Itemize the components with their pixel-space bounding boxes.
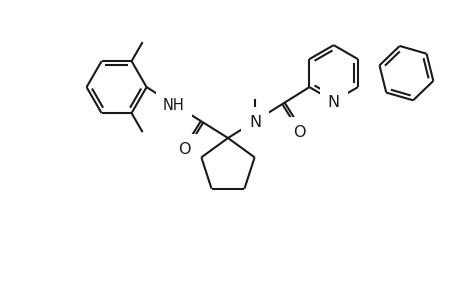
Text: O: O xyxy=(177,142,190,157)
Text: N: N xyxy=(248,115,261,130)
Text: NH: NH xyxy=(162,98,184,113)
Text: O: O xyxy=(292,125,305,140)
Text: N: N xyxy=(327,95,339,110)
